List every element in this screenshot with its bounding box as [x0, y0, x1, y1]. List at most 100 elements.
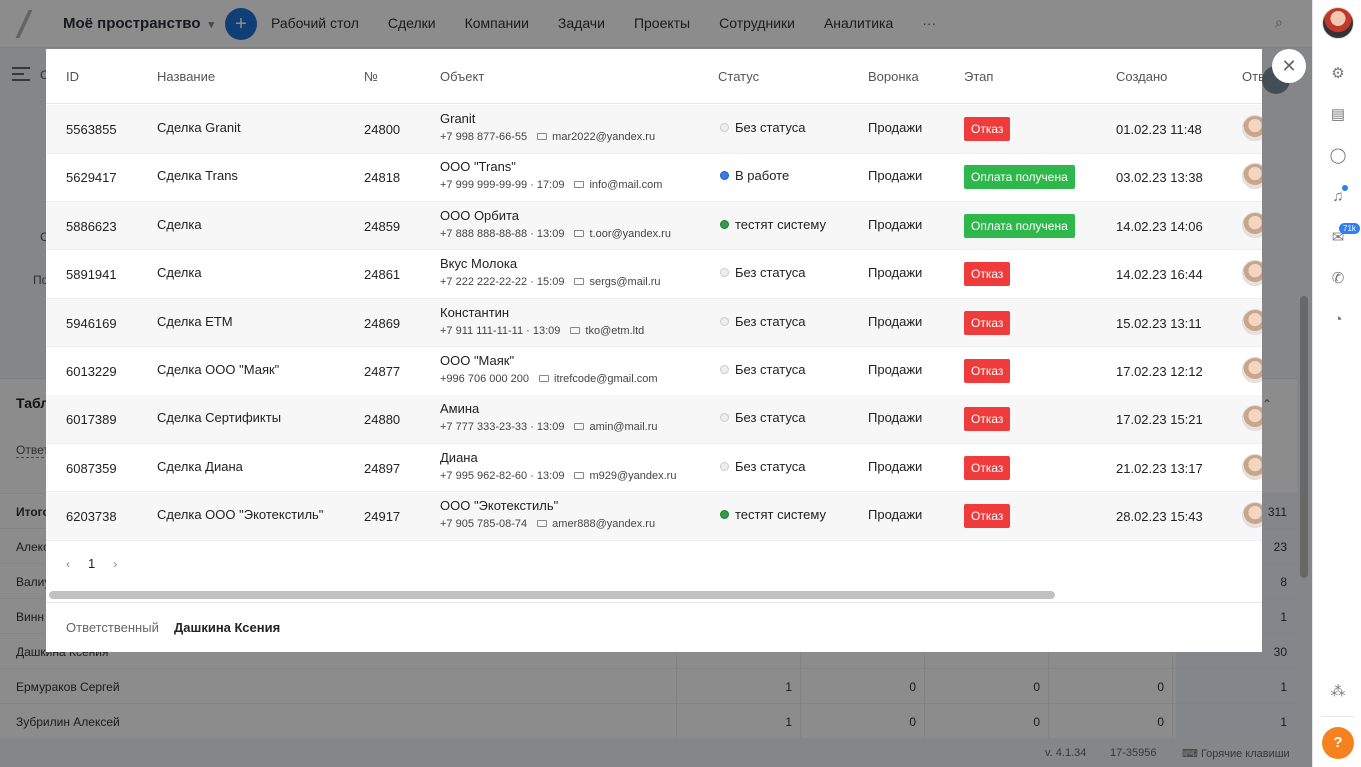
- user-avatar[interactable]: [1322, 7, 1354, 39]
- object-email[interactable]: t.oor@yandex.ru: [589, 227, 671, 240]
- object-email[interactable]: mar2022@yandex.ru: [552, 131, 656, 143]
- page-scrollbar[interactable]: [1300, 296, 1308, 578]
- hotkeys-link[interactable]: ⌨ Горячие клавиши: [1182, 748, 1290, 760]
- deal-name[interactable]: Сделка: [157, 265, 202, 281]
- object-email[interactable]: amin@mail.ru: [589, 421, 658, 434]
- phone-icon[interactable]: ✆: [1331, 270, 1345, 287]
- object-name[interactable]: Granit: [440, 111, 476, 126]
- responsible-avatar[interactable]: [1242, 260, 1262, 287]
- nav-item-deals[interactable]: Сделки: [387, 15, 436, 31]
- close-button[interactable]: ✕: [1272, 49, 1306, 83]
- table-row[interactable]: 6203738 Сделка ООО "Экотекстиль" 24917 ООО …: [46, 492, 1262, 541]
- responsible-avatar[interactable]: [1242, 163, 1262, 190]
- table-row[interactable]: 6017389 Сделка Сертификты 24880 Амина +7 777…: [46, 395, 1262, 444]
- stage-badge: Оплата получена: [964, 213, 1075, 238]
- object-name[interactable]: ООО "Trans": [440, 159, 516, 175]
- table-row[interactable]: 5891941 Сделка 24861 Вкус Молока +7 222 222-…: [46, 250, 1262, 299]
- nav-item-employees[interactable]: Сотрудники: [719, 15, 795, 31]
- report-cell: 1: [785, 680, 792, 694]
- deal-name[interactable]: Сделка ООО "Экотекстиль": [157, 507, 324, 523]
- gear-icon[interactable]: ⚙: [1331, 65, 1345, 82]
- page-number[interactable]: 1: [88, 556, 96, 571]
- object-name[interactable]: ООО Орбита: [440, 207, 520, 223]
- responsible-avatar[interactable]: [1242, 115, 1262, 141]
- deal-name[interactable]: Сделка Диана: [157, 458, 243, 474]
- object-name[interactable]: Диана: [440, 449, 478, 465]
- object-phone[interactable]: +7 777 333-23-33 · 13:09: [440, 421, 565, 434]
- object-email[interactable]: sergs@mail.ru: [589, 276, 661, 289]
- object-name[interactable]: ООО "Экотекстиль": [440, 498, 559, 514]
- deal-name[interactable]: Сделка Trans: [157, 168, 238, 184]
- responsible-avatar[interactable]: [1242, 453, 1262, 480]
- nav-item-tasks[interactable]: Задачи: [557, 15, 605, 31]
- column-header-number[interactable]: №: [364, 69, 378, 84]
- filter-menu-icon[interactable]: [12, 67, 30, 81]
- add-button[interactable]: +: [225, 8, 257, 40]
- object-phone[interactable]: +7 222 222-22-22 · 15:09: [440, 276, 565, 289]
- object-name[interactable]: Константин: [440, 304, 510, 320]
- object-name[interactable]: ООО "Маяк": [440, 353, 515, 368]
- workspace-selector[interactable]: Моё пространство ▾: [63, 15, 214, 32]
- bell-icon[interactable]: ♫: [1332, 188, 1344, 205]
- column-header-id[interactable]: ID: [66, 69, 79, 84]
- chevron-up-icon[interactable]: ⌃: [1262, 397, 1273, 411]
- object-phone[interactable]: +996 706 000 200: [440, 373, 530, 385]
- object-phone[interactable]: +7 905 785-08-74: [440, 518, 528, 531]
- apps-icon[interactable]: ⁂: [1330, 683, 1346, 700]
- column-header-name[interactable]: Название: [157, 69, 216, 84]
- deal-name[interactable]: Сделка Granit: [157, 120, 241, 135]
- timer-icon[interactable]: ◔: [1333, 311, 1343, 328]
- object-email[interactable]: m929@yandex.ru: [589, 469, 677, 482]
- deal-name[interactable]: Сделка: [157, 216, 202, 232]
- search-icon[interactable]: ⌕: [1275, 14, 1283, 30]
- object-phone[interactable]: +7 998 877-66-55: [440, 131, 528, 143]
- table-row[interactable]: 6013229 Сделка ООО "Маяк" 24877 ООО "Маяк" +…: [46, 347, 1262, 396]
- deal-funnel: Продажи: [868, 265, 923, 281]
- panel-filter[interactable]: Ответ: [16, 443, 49, 458]
- horizontal-scrollbar[interactable]: [49, 591, 1055, 599]
- table-row[interactable]: 6087359 Сделка Диана 24897 Диана +7 995 962-…: [46, 444, 1262, 493]
- nav-more-icon[interactable]: ···: [922, 15, 937, 31]
- help-button[interactable]: ?: [1322, 727, 1354, 759]
- panel-title: Табл: [16, 395, 50, 411]
- column-header-status[interactable]: Статус: [718, 69, 760, 84]
- object-email[interactable]: tko@etm.ltd: [585, 324, 645, 337]
- nav-item-desktop[interactable]: Рабочий стол: [271, 15, 359, 31]
- responsible-avatar[interactable]: [1242, 211, 1262, 238]
- object-phone[interactable]: +7 888 888-88-88 · 13:09: [440, 227, 565, 240]
- object-phone[interactable]: +7 995 962-82-60 · 13:09: [440, 469, 565, 482]
- column-header-object[interactable]: Объект: [440, 69, 485, 84]
- deal-status: тестят систему: [720, 217, 826, 232]
- nav-item-analytics[interactable]: Аналитика: [823, 15, 894, 31]
- responsible-avatar[interactable]: [1242, 308, 1262, 335]
- nav-item-projects[interactable]: Проекты: [633, 15, 691, 31]
- deal-name[interactable]: Сделка ETM: [157, 313, 233, 329]
- responsible-avatar[interactable]: [1242, 502, 1262, 529]
- build-label: 17-35956: [1110, 747, 1157, 759]
- object-name[interactable]: Амина: [440, 401, 480, 417]
- column-header-funnel[interactable]: Воронка: [868, 69, 919, 84]
- nav-item-companies[interactable]: Компании: [464, 15, 529, 31]
- object-phone[interactable]: +7 911 111-11-11 · 13:09: [440, 324, 561, 337]
- object-email[interactable]: itrefcode@gmail.com: [554, 373, 658, 385]
- report-cell: 0: [1157, 715, 1164, 729]
- object-phone[interactable]: +7 999 999-99-99 · 17:09: [440, 179, 565, 192]
- deal-name[interactable]: Сделка ООО "Маяк": [157, 362, 280, 377]
- table-row[interactable]: 5563855 Сделка Granit 24800 Granit +7 998 87…: [46, 105, 1262, 154]
- table-row[interactable]: 5886623 Сделка 24859 ООО Орбита +7 888 888-8…: [46, 201, 1262, 251]
- table-row[interactable]: 5629417 Сделка Trans 24818 ООО "Trans" +7 99…: [46, 153, 1262, 202]
- responsible-avatar[interactable]: [1242, 357, 1262, 383]
- responsible-avatar[interactable]: [1242, 405, 1262, 432]
- deal-name[interactable]: Сделка Сертификты: [157, 410, 282, 426]
- object-email[interactable]: info@mail.com: [589, 179, 663, 192]
- chat-icon[interactable]: ◯: [1329, 147, 1347, 164]
- column-header-responsible[interactable]: Отв: [1242, 69, 1262, 84]
- column-header-stage[interactable]: Этап: [964, 69, 994, 84]
- table-row[interactable]: 5946169 Сделка ETM 24869 Константин +7 911 1…: [46, 298, 1262, 348]
- object-email[interactable]: amer888@yandex.ru: [552, 518, 656, 531]
- chevron-right-icon[interactable]: ›: [113, 556, 118, 571]
- document-icon[interactable]: ▤: [1330, 106, 1346, 123]
- object-name[interactable]: Вкус Молока: [440, 256, 518, 272]
- chevron-left-icon[interactable]: ‹: [66, 556, 70, 571]
- column-header-created[interactable]: Создано: [1116, 69, 1168, 84]
